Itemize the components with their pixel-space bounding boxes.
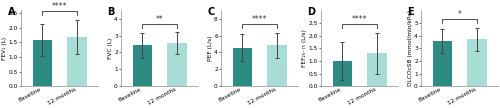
Y-axis label: DLCOcSB (mmol/min/kPa): DLCOcSB (mmol/min/kPa): [408, 10, 412, 86]
Bar: [368, 53, 386, 86]
Y-axis label: FEV₁ (L): FEV₁ (L): [2, 37, 7, 60]
Bar: [468, 39, 486, 86]
Bar: [168, 43, 186, 86]
Bar: [268, 45, 286, 86]
Text: *: *: [458, 10, 462, 19]
Text: A: A: [8, 7, 15, 17]
Bar: [432, 41, 452, 86]
Text: ****: ****: [252, 15, 268, 24]
Y-axis label: FEF₂₅₋₇₅ (L/s): FEF₂₅₋₇₅ (L/s): [302, 29, 307, 67]
Bar: [32, 40, 52, 86]
Text: ****: ****: [352, 15, 368, 24]
Text: D: D: [308, 7, 316, 17]
Bar: [332, 61, 352, 86]
Text: C: C: [208, 7, 215, 17]
Text: E: E: [408, 7, 414, 17]
Y-axis label: FVC (L): FVC (L): [108, 38, 112, 59]
Bar: [232, 48, 252, 86]
Text: B: B: [108, 7, 115, 17]
Text: **: **: [156, 15, 164, 24]
Text: ****: ****: [52, 2, 68, 11]
Y-axis label: PEF (L/s): PEF (L/s): [208, 35, 212, 61]
Bar: [132, 45, 152, 86]
Bar: [68, 37, 86, 86]
